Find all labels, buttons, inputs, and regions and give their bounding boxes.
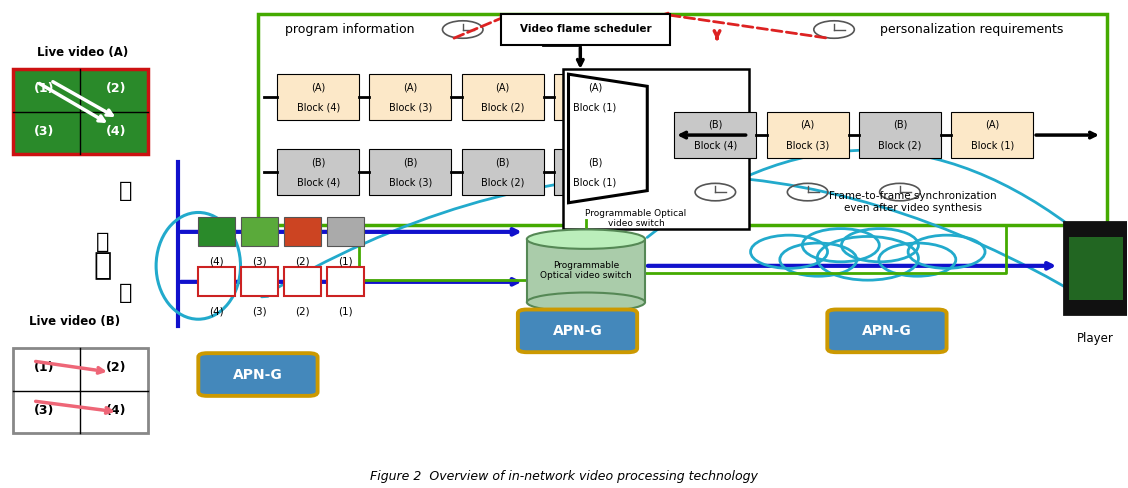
Bar	[327, 267, 363, 296]
Text: (3): (3)	[34, 125, 54, 138]
Bar	[199, 217, 236, 246]
Text: (2): (2)	[296, 307, 310, 317]
Text: APN-G: APN-G	[233, 367, 283, 382]
Text: APN-G: APN-G	[553, 324, 602, 338]
Text: (B): (B)	[892, 120, 907, 130]
Circle shape	[908, 235, 985, 268]
FancyBboxPatch shape	[827, 309, 946, 352]
Text: (4): (4)	[210, 307, 224, 317]
Text: Block (3): Block (3)	[389, 102, 432, 112]
Text: (B): (B)	[588, 157, 602, 167]
Bar	[327, 217, 363, 246]
Ellipse shape	[527, 292, 645, 312]
Text: (A): (A)	[588, 82, 602, 92]
Circle shape	[879, 243, 955, 276]
Polygon shape	[569, 74, 647, 203]
Bar	[241, 217, 279, 246]
Bar	[277, 74, 359, 120]
Bar	[284, 267, 321, 296]
Text: Block (1): Block (1)	[573, 178, 617, 187]
Text: Block (1): Block (1)	[970, 140, 1014, 150]
Text: (3): (3)	[253, 307, 267, 317]
Text: (B): (B)	[403, 157, 417, 167]
Ellipse shape	[527, 229, 645, 249]
Text: Block (4): Block (4)	[297, 102, 340, 112]
Bar	[563, 69, 749, 229]
Bar	[1069, 237, 1123, 300]
Bar	[12, 348, 148, 433]
Text: (1): (1)	[337, 307, 352, 317]
Text: (B): (B)	[311, 157, 325, 167]
Text: (2): (2)	[296, 257, 310, 267]
Bar	[1064, 222, 1128, 314]
Bar	[241, 267, 279, 296]
Text: Block (2): Block (2)	[879, 140, 922, 150]
Text: (A): (A)	[311, 82, 325, 92]
Circle shape	[779, 243, 857, 276]
Text: Programmable
Optical video switch: Programmable Optical video switch	[540, 261, 632, 281]
Bar	[767, 112, 848, 158]
Text: (4): (4)	[106, 125, 126, 138]
Text: (1): (1)	[337, 257, 352, 267]
Bar	[369, 149, 451, 196]
Circle shape	[750, 235, 828, 268]
Circle shape	[817, 237, 918, 280]
Text: Block (3): Block (3)	[786, 140, 829, 150]
Text: Live video (B): Live video (B)	[29, 315, 120, 328]
Text: (A): (A)	[404, 82, 417, 92]
Text: (B): (B)	[708, 120, 723, 130]
Bar	[554, 149, 636, 196]
Text: Block (4): Block (4)	[694, 140, 737, 150]
Text: Frame-to-frame synchronization
even after video synthesis: Frame-to-frame synchronization even afte…	[829, 191, 997, 213]
Text: Live video (A): Live video (A)	[37, 46, 129, 59]
Bar	[461, 74, 544, 120]
Text: (2): (2)	[106, 361, 126, 374]
Bar	[284, 217, 321, 246]
Text: (A): (A)	[495, 82, 510, 92]
Text: (B): (B)	[495, 157, 510, 167]
FancyBboxPatch shape	[518, 309, 637, 352]
Bar	[501, 14, 670, 45]
Text: Video flame scheduler: Video flame scheduler	[520, 24, 651, 34]
Text: (1): (1)	[34, 82, 54, 95]
Text: (A): (A)	[801, 120, 814, 130]
Text: program information: program information	[285, 23, 415, 36]
Bar	[461, 149, 544, 196]
Text: Figure 2  Overview of in-network video processing technology: Figure 2 Overview of in-network video pr…	[370, 470, 758, 484]
Text: 📷: 📷	[118, 283, 132, 303]
Bar	[12, 69, 148, 154]
Text: (3): (3)	[34, 404, 54, 417]
Circle shape	[802, 228, 880, 262]
Bar	[858, 112, 941, 158]
Text: Block (2): Block (2)	[481, 102, 525, 112]
Text: Block (1): Block (1)	[573, 102, 617, 112]
Text: Player: Player	[1076, 332, 1113, 345]
Text: (A): (A)	[985, 120, 999, 130]
Bar	[369, 74, 451, 120]
Bar	[277, 149, 359, 196]
Bar	[554, 74, 636, 120]
Bar	[527, 239, 645, 302]
Text: (4): (4)	[106, 404, 126, 417]
Text: (3): (3)	[253, 257, 267, 267]
Text: Block (4): Block (4)	[297, 178, 340, 187]
Bar	[199, 267, 236, 296]
Text: (1): (1)	[34, 361, 54, 374]
Text: Block (3): Block (3)	[389, 178, 432, 187]
Circle shape	[841, 228, 918, 262]
Text: 🏟: 🏟	[94, 251, 112, 280]
Bar	[258, 14, 1108, 224]
Text: (2): (2)	[106, 82, 126, 95]
Text: APN-G: APN-G	[862, 324, 911, 338]
Bar	[951, 112, 1033, 158]
Text: 📷: 📷	[118, 181, 132, 201]
Text: Programmable Optical
video switch: Programmable Optical video switch	[585, 208, 687, 228]
Text: Block (2): Block (2)	[481, 178, 525, 187]
Bar	[675, 112, 757, 158]
Text: 📷: 📷	[96, 232, 109, 252]
Text: (4): (4)	[210, 257, 224, 267]
Text: personalization requirements: personalization requirements	[880, 23, 1063, 36]
FancyBboxPatch shape	[199, 353, 318, 396]
